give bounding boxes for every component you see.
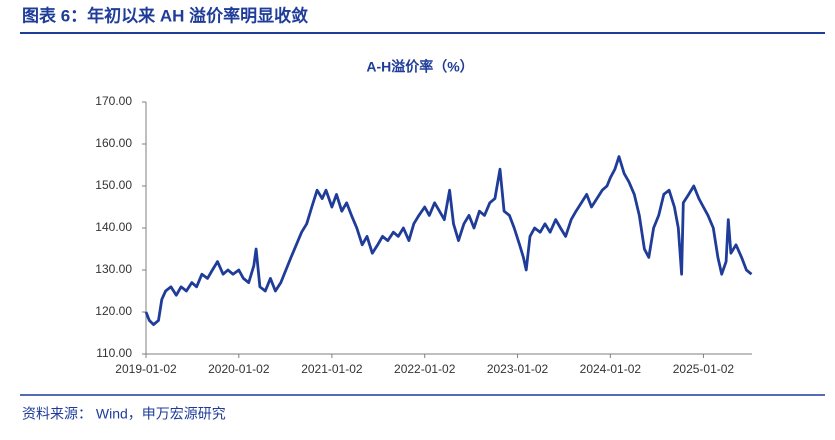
y-tick-label: 140.00 [95, 220, 132, 234]
y-tick-label: 160.00 [95, 136, 132, 150]
x-tick-label: 2023-01-02 [487, 362, 549, 376]
y-tick-label: 120.00 [95, 304, 132, 318]
y-tick-label: 150.00 [95, 178, 132, 192]
line-series [144, 155, 753, 326]
y-tick-label: 130.00 [95, 262, 132, 276]
x-tick-label: 2025-01-02 [673, 362, 735, 376]
source: 资料来源： Wind，申万宏源研究 [22, 406, 226, 422]
x-tick-label: 2020-01-02 [208, 362, 270, 376]
x-tick-label: 2024-01-02 [580, 362, 642, 376]
y-tick-label: 110.00 [96, 346, 132, 360]
figure-title: 图表 6：年初以来 AH 溢价率明显收敛 [22, 5, 308, 25]
y-tick-label: 170.00 [95, 94, 132, 108]
chart-title: A-H溢价率（%） [366, 59, 473, 75]
x-tick-label: 2022-01-02 [394, 362, 456, 376]
x-tick-label: 2019-01-02 [115, 362, 177, 376]
x-tick-label: 2021-01-02 [301, 362, 363, 376]
